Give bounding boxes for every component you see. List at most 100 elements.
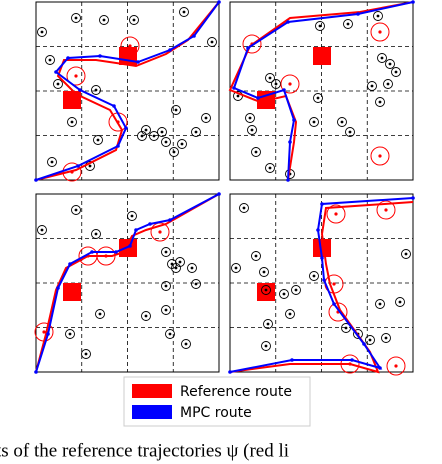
route-marker bbox=[78, 88, 82, 92]
obstacle-ring bbox=[375, 97, 385, 107]
route-marker bbox=[46, 332, 50, 336]
obstacle-dot bbox=[268, 166, 272, 170]
obstacle-dot bbox=[184, 342, 188, 346]
obstacle-ring bbox=[259, 267, 269, 277]
obstacle-ring bbox=[67, 117, 77, 127]
obstacle-dot bbox=[210, 40, 214, 44]
goal-dot bbox=[378, 154, 382, 158]
route-marker bbox=[168, 48, 172, 52]
obstacle-dot bbox=[164, 308, 168, 312]
obstacle-dot bbox=[370, 84, 374, 88]
obstacle-ring bbox=[381, 333, 391, 343]
goal-dot bbox=[378, 30, 382, 34]
obstacle-ring bbox=[375, 299, 385, 309]
goal-dot bbox=[394, 364, 398, 368]
obstacle-ring bbox=[149, 131, 159, 141]
obstacle-ring bbox=[71, 205, 81, 215]
obstacle-dot bbox=[40, 30, 44, 34]
obstacle-ring bbox=[161, 281, 171, 291]
goal-dot bbox=[332, 282, 336, 286]
obstacle-ring bbox=[99, 15, 109, 25]
route-marker bbox=[112, 104, 116, 108]
obstacle-ring bbox=[91, 85, 101, 95]
route-marker bbox=[68, 262, 72, 266]
obstacle-dot bbox=[140, 134, 144, 138]
obstacle-dot bbox=[144, 314, 148, 318]
obstacle-dot bbox=[70, 120, 74, 124]
obstacle-ring bbox=[391, 67, 401, 77]
obstacle-block bbox=[313, 47, 331, 65]
goal-ring bbox=[120, 36, 140, 56]
goal-dot bbox=[158, 230, 162, 234]
obstacle-ring bbox=[93, 135, 103, 145]
obstacle-dot bbox=[174, 266, 178, 270]
panels bbox=[34, 0, 415, 376]
obstacle-ring bbox=[341, 323, 351, 333]
obstacle-ring bbox=[247, 125, 257, 135]
obstacle-dot bbox=[194, 130, 198, 134]
obstacle-dot bbox=[96, 138, 100, 142]
obstacle-ring bbox=[161, 305, 171, 315]
route-marker bbox=[286, 20, 290, 24]
route-marker bbox=[54, 70, 58, 74]
goal-dot bbox=[384, 208, 388, 212]
obstacle-ring bbox=[37, 225, 47, 235]
goal-ring bbox=[326, 204, 346, 224]
obstacle-ring bbox=[71, 13, 81, 23]
route-marker bbox=[76, 164, 80, 168]
obstacle-dot bbox=[368, 338, 372, 342]
obstacle-ring bbox=[177, 139, 187, 149]
obstacle-block bbox=[63, 283, 81, 301]
route-marker bbox=[411, 0, 415, 4]
route-marker bbox=[362, 342, 366, 346]
obstacle-ring bbox=[161, 247, 171, 257]
obstacle-dot bbox=[380, 56, 384, 60]
route-marker bbox=[192, 34, 196, 38]
route-marker bbox=[114, 250, 118, 254]
obstacle-dot bbox=[282, 292, 286, 296]
obstacle-ring bbox=[239, 203, 249, 213]
obstacle-dot bbox=[74, 16, 78, 20]
obstacle-ring bbox=[165, 329, 175, 339]
goal-dot bbox=[334, 212, 338, 216]
obstacle-dot bbox=[378, 302, 382, 306]
obstacle-ring bbox=[157, 127, 167, 137]
goal-ring bbox=[66, 66, 86, 86]
obstacle-block bbox=[119, 239, 137, 257]
obstacle-ring bbox=[251, 147, 261, 157]
obstacle-block bbox=[63, 91, 81, 109]
route-marker bbox=[34, 370, 38, 374]
reference-route bbox=[229, 201, 414, 374]
obstacle-dot bbox=[48, 58, 52, 62]
obstacle-dot bbox=[194, 282, 198, 286]
obstacle-dot bbox=[384, 336, 388, 340]
obstacle-block bbox=[313, 239, 331, 257]
obstacle-ring bbox=[191, 127, 201, 137]
obstacle-ring bbox=[191, 279, 201, 289]
obstacle-dot bbox=[84, 352, 88, 356]
route-marker bbox=[246, 46, 250, 50]
obstacle-dot bbox=[268, 76, 272, 80]
obstacle-ring bbox=[377, 53, 387, 63]
legend-label: MPC route bbox=[180, 405, 252, 421]
obstacle-dot bbox=[152, 134, 156, 138]
route-marker bbox=[90, 250, 94, 254]
subplot bbox=[228, 193, 415, 376]
route-marker bbox=[232, 86, 236, 90]
route-marker bbox=[134, 228, 138, 232]
route-marker bbox=[168, 218, 172, 222]
goal-ring bbox=[376, 200, 396, 220]
obstacle-ring bbox=[285, 309, 295, 319]
route-marker bbox=[288, 140, 292, 144]
obstacle-dot bbox=[398, 300, 402, 304]
obstacle-ring bbox=[383, 79, 393, 89]
obstacle-ring bbox=[95, 309, 105, 319]
obstacle-dot bbox=[264, 344, 268, 348]
obstacle-dot bbox=[254, 254, 258, 258]
obstacle-ring bbox=[245, 113, 255, 123]
obstacle-ring bbox=[345, 127, 355, 137]
obstacle-ring bbox=[313, 93, 323, 103]
route-marker bbox=[128, 244, 132, 248]
